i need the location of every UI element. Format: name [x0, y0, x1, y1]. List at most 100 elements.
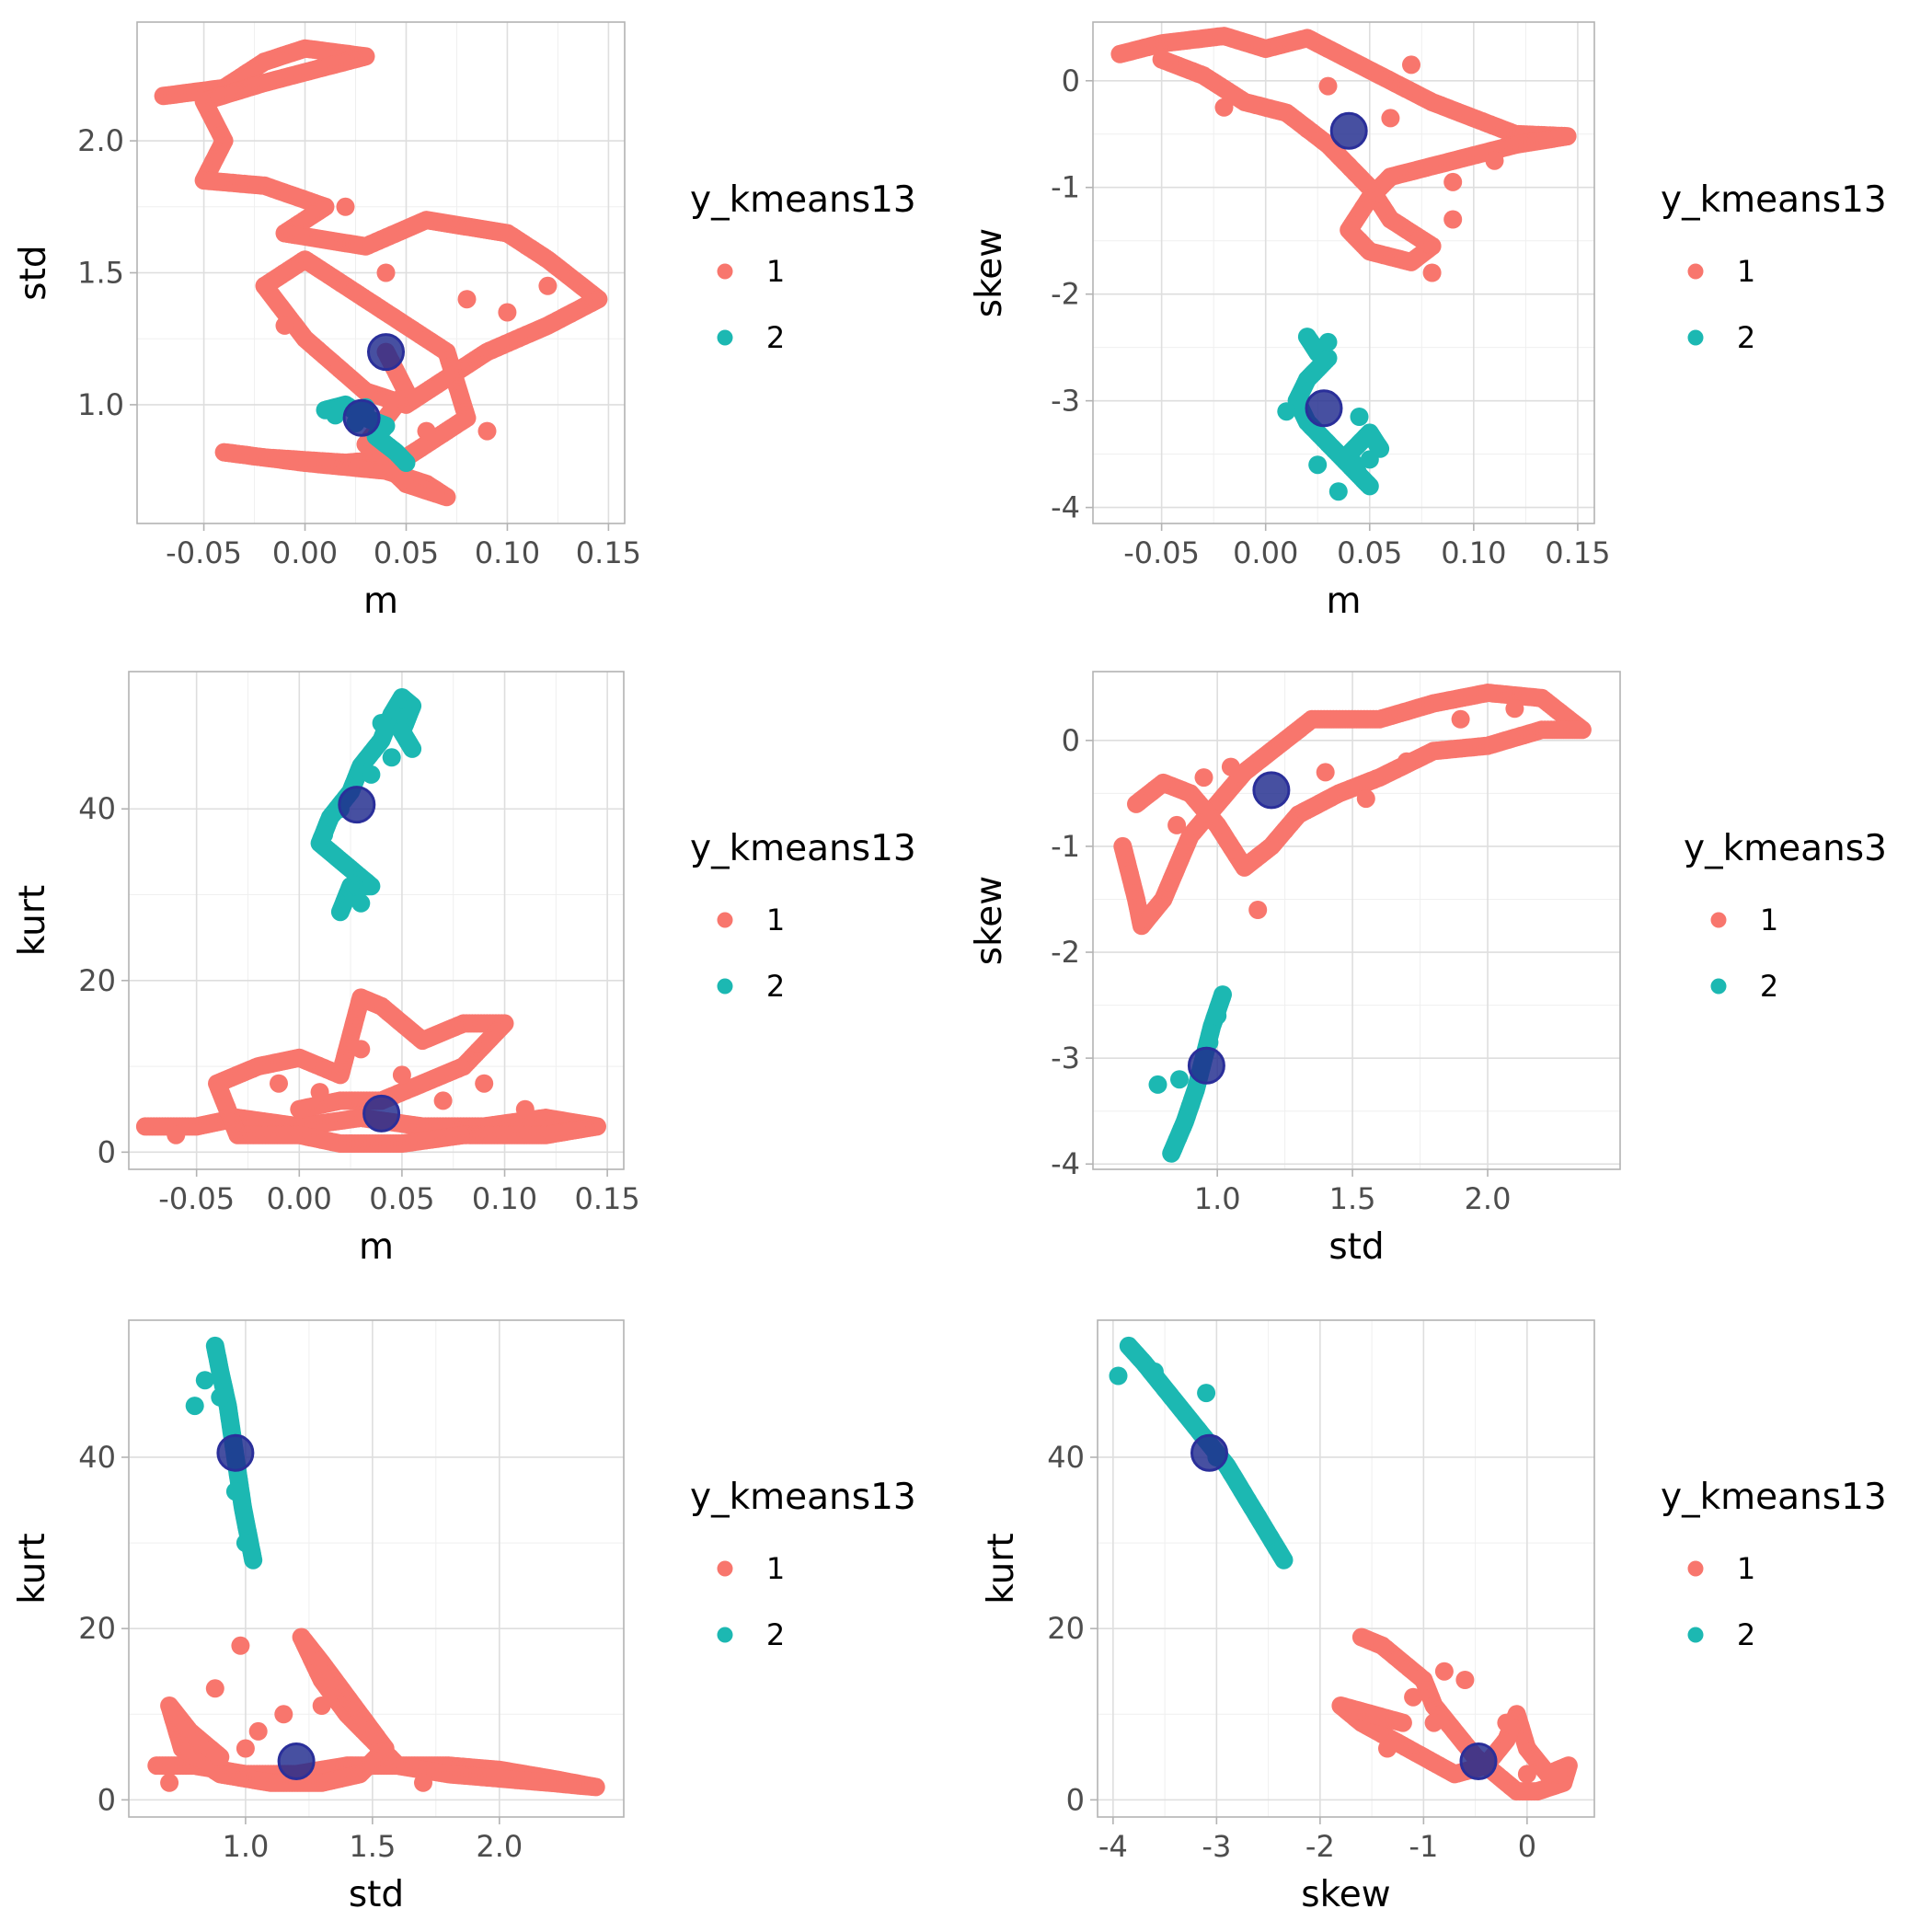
panel-border	[1092, 671, 1621, 1170]
legend-label-2: 2	[766, 969, 785, 1004]
x-tick-label: 2.0	[1465, 1181, 1512, 1216]
x-tick-label: 1.0	[222, 1829, 269, 1864]
x-tick-label: 1.5	[349, 1829, 396, 1864]
panel-background	[1093, 22, 1594, 523]
legend-label-1: 1	[1737, 254, 1755, 289]
data-point-cluster-1	[275, 316, 294, 335]
x-tick-label: 0.05	[374, 535, 439, 570]
data-layer	[154, 39, 608, 507]
y-tick-label: 1.0	[77, 387, 124, 422]
y-axis-title: std	[13, 245, 54, 300]
data-point-cluster-1	[477, 421, 497, 441]
y-tick-label: 20	[1047, 1611, 1085, 1646]
legend-label-2: 2	[766, 320, 785, 355]
legend-key-1	[1687, 263, 1704, 280]
data-point-cluster-1	[1517, 1765, 1536, 1784]
data-point-cluster-1	[1194, 768, 1213, 788]
legend-label-1: 1	[1737, 1551, 1755, 1586]
data-point-cluster-2	[1318, 332, 1338, 351]
legend-label-2: 2	[1737, 320, 1755, 355]
data-point-cluster-1	[290, 1099, 309, 1119]
y-axis-title: skew	[969, 876, 1010, 965]
cluster-center-1	[1252, 771, 1291, 810]
x-axis-title: skew	[1301, 1874, 1390, 1915]
data-point-cluster-1	[1378, 1739, 1397, 1758]
x-axis-title: std	[1328, 1226, 1384, 1268]
y-tick-label: -1	[1051, 829, 1080, 864]
legend-label-1: 1	[1760, 903, 1778, 937]
legend: y_kmeans13 1 2	[690, 828, 916, 1004]
data-point-cluster-1	[351, 1040, 371, 1059]
y-tick-label: 1.5	[77, 256, 124, 291]
panel-border	[1092, 21, 1595, 524]
cluster-center-1	[277, 1742, 316, 1780]
data-point-cluster-1	[270, 1074, 288, 1093]
legend-label-1: 1	[766, 254, 785, 289]
data-point-cluster-1	[1434, 1662, 1454, 1681]
x-tick-label: -0.05	[166, 535, 242, 570]
y-tick-label: 0	[98, 1134, 116, 1169]
data-point-cluster-1	[274, 1705, 293, 1724]
data-point-cluster-1	[1248, 901, 1268, 919]
panel-border	[128, 671, 625, 1170]
legend-key-2	[1687, 1627, 1704, 1643]
x-tick-label: -2	[1305, 1829, 1335, 1864]
data-point-cluster-1	[1127, 794, 1145, 813]
data-point-cluster-1	[1443, 210, 1463, 229]
data-point-cluster-2	[372, 714, 391, 732]
data-point-cluster-1	[1214, 98, 1234, 117]
x-tick-label: 1.0	[1194, 1181, 1241, 1216]
y-tick-label: -4	[1051, 490, 1080, 525]
y-tick-label: 20	[78, 1611, 116, 1646]
data-point-cluster-1	[248, 1721, 268, 1741]
data-point-cluster-1	[498, 303, 517, 322]
legend-label-2: 2	[1760, 969, 1778, 1004]
data-layer	[1113, 684, 1592, 1163]
legend-title: y_kmeans13	[690, 828, 916, 869]
legend-title: y_kmeans13	[1661, 179, 1887, 221]
x-tick-label: 0.10	[475, 535, 540, 570]
data-point-cluster-1	[1318, 76, 1338, 96]
x-tick-label: -0.05	[158, 1181, 235, 1216]
data-point-cluster-1	[1497, 1713, 1516, 1732]
data-point-cluster-2	[211, 1387, 230, 1407]
data-point-cluster-1	[414, 1773, 432, 1792]
y-tick-label: 40	[78, 1440, 116, 1475]
x-tick-label: 0.00	[1233, 535, 1298, 570]
x-tick-label: -4	[1098, 1829, 1128, 1864]
data-point-cluster-1	[231, 1636, 250, 1655]
data-point-cluster-1	[1485, 151, 1504, 170]
data-point-cluster-1	[433, 1091, 453, 1110]
data-point-cluster-2	[1109, 1366, 1128, 1386]
data-point-cluster-1	[1422, 263, 1442, 282]
data-point-cluster-2	[1180, 1096, 1200, 1115]
x-tick-label: 0.00	[267, 1181, 332, 1216]
data-point-cluster-2	[1144, 1362, 1164, 1381]
x-tick-label: 1.5	[1329, 1181, 1376, 1216]
y-axis-title: skew	[969, 228, 1010, 317]
data-point-cluster-2	[225, 1482, 245, 1501]
x-axis-title: std	[349, 1874, 404, 1915]
data-point-cluster-1	[1167, 815, 1187, 834]
data-point-cluster-2	[1274, 1550, 1294, 1570]
data-point-cluster-1	[515, 1099, 535, 1119]
data-point-cluster-2	[362, 765, 381, 784]
legend-key-1	[717, 912, 733, 928]
data-point-cluster-2	[1148, 1075, 1167, 1094]
data-point-cluster-1	[475, 1074, 494, 1093]
data-point-cluster-1	[1221, 757, 1240, 776]
x-axis-title: m	[363, 581, 398, 622]
data-point-cluster-2	[1350, 408, 1369, 426]
scatter-panel-4: 1.0 1.5 2.0 -4 -3 -2 -1 0 std skew y_kmeans3 1 2	[969, 671, 1887, 1268]
data-point-cluster-1	[1152, 50, 1171, 69]
data-point-cluster-2	[244, 1550, 263, 1570]
x-tick-label: -1	[1409, 1829, 1438, 1864]
legend-label-2: 2	[766, 1617, 785, 1652]
cluster-center-1	[1329, 111, 1368, 150]
panel-background	[1093, 672, 1620, 1169]
data-point-cluster-1	[1505, 699, 1524, 719]
legend-title: y_kmeans13	[690, 179, 916, 221]
legend-key-1	[1710, 912, 1727, 928]
cluster-center-1	[1459, 1742, 1498, 1780]
